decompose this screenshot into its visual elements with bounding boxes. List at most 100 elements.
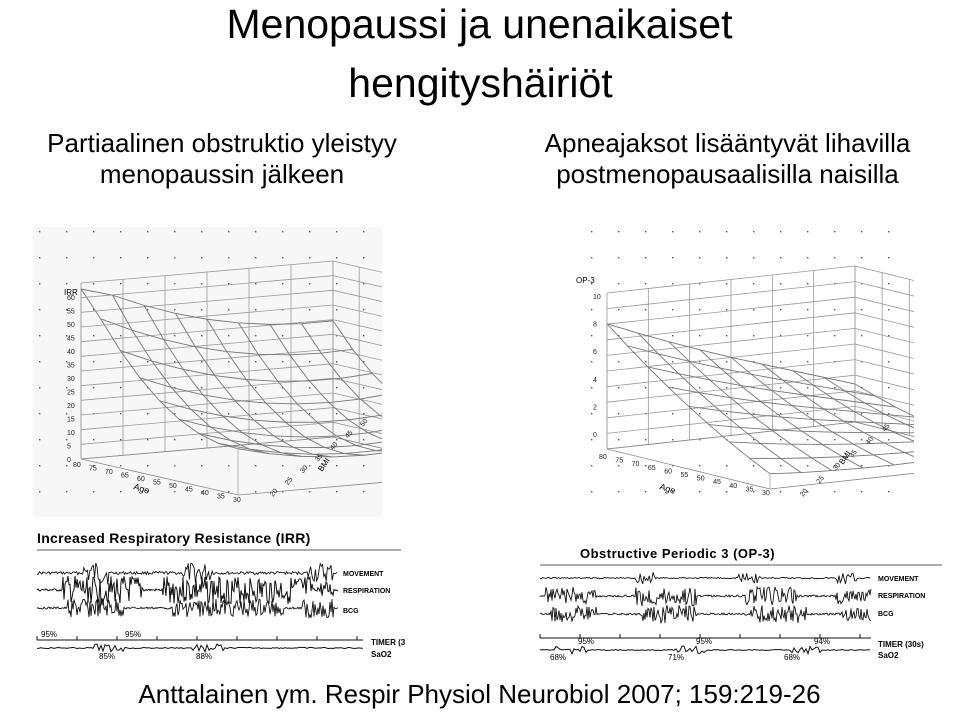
grid-dot	[753, 439, 755, 441]
grid-dot	[228, 361, 230, 363]
grid-dot	[363, 491, 365, 493]
grid-dot	[174, 413, 176, 415]
grid-dot	[363, 231, 365, 233]
surface-line	[206, 319, 365, 456]
grid-dot	[645, 257, 647, 259]
grid-dot	[147, 231, 149, 233]
grid-dot	[201, 465, 203, 467]
grid-dot	[282, 257, 284, 259]
grid-dot	[888, 257, 890, 259]
grid-dot	[255, 465, 257, 467]
surface-line	[699, 349, 864, 469]
grid-dot	[861, 335, 863, 337]
op3-timer-label: TIMER (30s)	[878, 640, 924, 649]
grid-dot	[618, 413, 620, 415]
left-caption: Partiaalinen obstruktio yleistyy menopau…	[0, 128, 444, 190]
op3-sao2-value: 71%	[668, 653, 684, 662]
respiration-signal	[36, 575, 339, 605]
grid-dot	[807, 283, 809, 285]
irr-bmi-tick: 25	[284, 476, 294, 487]
grid-dot	[861, 361, 863, 363]
slide-title-line1: Menopaussi ja unenaikaiset	[226, 1, 733, 47]
grid-dot	[618, 309, 620, 311]
grid-dot	[66, 439, 68, 441]
irr-age-tick: 35	[217, 494, 225, 501]
surface-line	[668, 341, 833, 471]
grid-dot	[753, 361, 755, 363]
grid-dot	[780, 413, 782, 415]
grid-dot	[807, 439, 809, 441]
irr-z-tick: 10	[67, 430, 75, 437]
irr-bmi-tick: 35	[314, 453, 324, 464]
irr-age-ticks: 80 75 70 65 60 55 50 45 40 35 30	[73, 462, 241, 504]
grid-dot	[174, 283, 176, 285]
op3-channel-respiration: RESPIRATION	[878, 593, 925, 600]
grid-dot	[363, 465, 365, 467]
grid-dot	[645, 283, 647, 285]
irr-age-tick: 30	[233, 497, 241, 504]
grid-dot	[780, 231, 782, 233]
grid-dot	[147, 465, 149, 467]
grid-dot	[282, 283, 284, 285]
irr-age-tick: 80	[73, 462, 81, 469]
irr-bmi-ticks: 20 25 30 35 40 45 50	[269, 418, 369, 499]
right-caption-line2: postmenopausaalisilla naisilla	[556, 159, 899, 189]
op3-trace-signals	[539, 564, 942, 656]
irr-polygraph-trace: Increased Respiratory Resistance (IRR) M…	[33, 520, 405, 662]
grid-dot	[672, 413, 674, 415]
grid-dot	[780, 335, 782, 337]
irr-age-label: Age	[132, 481, 150, 495]
op3-surface-mesh	[606, 265, 914, 490]
grid-dot	[66, 413, 68, 415]
op3-age-tick: 35	[746, 486, 754, 493]
irr-z-tick: 35	[67, 363, 75, 370]
grid-dot	[228, 257, 230, 259]
grid-dot	[93, 309, 95, 311]
grid-dot	[39, 439, 41, 441]
irr-trace-signals	[36, 549, 401, 654]
grid-dot	[861, 257, 863, 259]
grid-dot	[147, 387, 149, 389]
irr-sao2-value: 95%	[41, 630, 57, 639]
grid-dot	[39, 465, 41, 467]
grid-dot	[834, 439, 836, 441]
grid-dot	[228, 465, 230, 467]
irr-z-tick: 30	[67, 376, 75, 383]
grid-dot	[363, 335, 365, 337]
grid-dot	[120, 257, 122, 259]
op3-bmi-tick: 25	[816, 475, 826, 486]
grid-dot	[66, 491, 68, 493]
grid-dot	[699, 413, 701, 415]
grid-dot	[93, 283, 95, 285]
surface-line	[637, 332, 802, 473]
op3-trace-title: Obstructive Periodic 3 (OP-3)	[580, 546, 775, 561]
irr-sao2-value: 95%	[125, 630, 141, 639]
grid-dot	[282, 361, 284, 363]
grid-dot	[309, 257, 311, 259]
grid-dot	[120, 231, 122, 233]
surface-line	[854, 383, 914, 417]
surface-line	[301, 323, 382, 418]
grid-dot	[888, 439, 890, 441]
grid-dot	[201, 491, 203, 493]
grid-dot	[591, 465, 593, 467]
op3-bmi-tick: 20	[799, 488, 809, 499]
grid-dot	[282, 439, 284, 441]
grid-dot	[861, 309, 863, 311]
grid-dot	[807, 257, 809, 259]
op3-age-ticks: 80 75 70 65 60 55 50 45 40 35 30	[599, 454, 770, 497]
irr-sao2-value: 88%	[196, 652, 212, 661]
grid-dot	[201, 335, 203, 337]
grid-dot	[672, 231, 674, 233]
grid-dot	[780, 387, 782, 389]
op3-sao2-value: 95%	[578, 637, 594, 646]
grid-dot	[39, 257, 41, 259]
grid-dot	[282, 335, 284, 337]
grid-dot	[120, 439, 122, 441]
op3-channel-bcg: BCG	[878, 611, 894, 618]
grid-dot	[753, 283, 755, 285]
grid-dot	[726, 283, 728, 285]
irr-z-label: IRR	[64, 288, 78, 297]
grid-dot	[336, 491, 338, 493]
surface-line	[112, 294, 270, 455]
